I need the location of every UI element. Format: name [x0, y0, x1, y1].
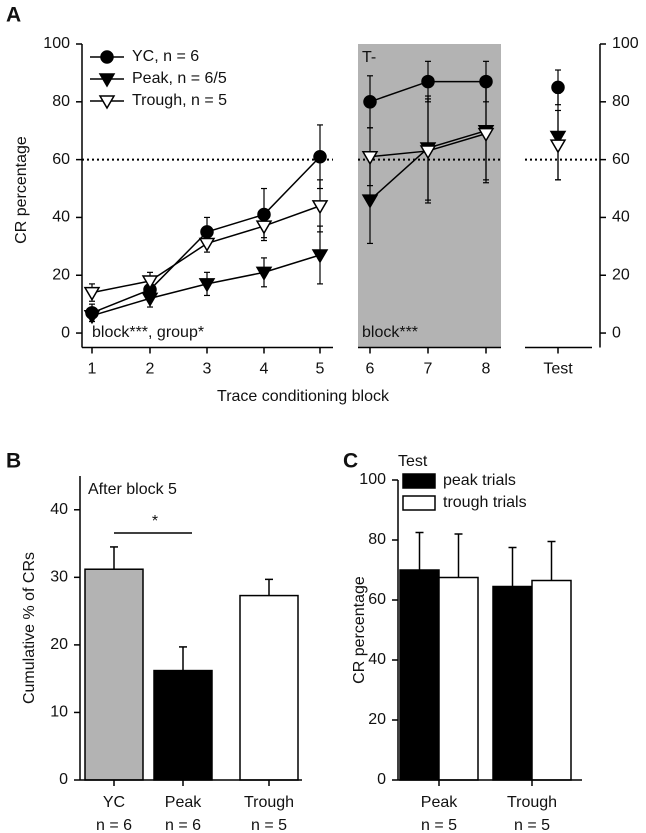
x-tick-label: 2 — [146, 361, 155, 378]
legend-marker — [98, 73, 116, 88]
y-tick-label: 0 — [61, 324, 70, 341]
data-point — [549, 139, 567, 154]
x-tick-label: 8 — [482, 361, 491, 378]
y-tick-label: 0 — [59, 771, 68, 788]
data-point — [419, 145, 437, 160]
panel-letter: B — [6, 450, 21, 473]
annotation: block*** — [362, 324, 418, 341]
data-point — [200, 225, 214, 239]
y-tick-label: 60 — [612, 151, 630, 168]
x-tick-label: 7 — [424, 361, 433, 378]
legend-label: peak trials — [443, 472, 516, 489]
legend-label: Peak, n = 6/5 — [132, 70, 227, 87]
data-point — [141, 275, 159, 290]
x-tick-label: 6 — [366, 361, 375, 378]
data-point — [255, 220, 273, 235]
y-tick-label: 40 — [612, 209, 630, 226]
y-tick-label: 100 — [612, 35, 639, 52]
data-point — [311, 200, 329, 215]
data-point — [198, 237, 216, 252]
bar — [531, 579, 572, 781]
data-point — [257, 207, 271, 222]
bar — [399, 569, 440, 781]
n-label: n = 5 — [251, 817, 287, 833]
x-axis-label: Trace conditioning block — [217, 388, 390, 405]
bar — [239, 594, 299, 781]
y-tick-label: 40 — [50, 501, 68, 518]
data-point — [313, 149, 327, 164]
bar — [84, 568, 144, 781]
x-tick-label: Trough — [244, 794, 294, 811]
panel-letter: A — [6, 4, 21, 27]
subtitle: After block 5 — [88, 481, 177, 498]
data-point — [551, 80, 565, 95]
y-tick-label: 0 — [377, 771, 386, 788]
legend-marker — [98, 95, 116, 110]
legend-label: trough trials — [443, 494, 527, 511]
y-tick-label: 20 — [52, 266, 70, 283]
y-tick-label: 40 — [52, 209, 70, 226]
data-point — [421, 74, 435, 89]
legend-label: Trough, n = 5 — [132, 92, 227, 109]
y-tick-label: 20 — [50, 636, 68, 653]
y-tick-label: 80 — [368, 531, 386, 548]
x-tick-label: Peak — [421, 794, 458, 811]
shade-label: T- — [362, 49, 376, 66]
significance-label: * — [152, 513, 158, 530]
x-tick-label: Peak — [165, 794, 202, 811]
n-label: n = 6 — [96, 817, 132, 833]
x-tick-label: 4 — [260, 361, 269, 378]
y-tick-label: 20 — [368, 711, 386, 728]
shaded-region — [358, 44, 501, 348]
x-tick-label: YC — [103, 794, 125, 811]
data-point — [477, 127, 495, 143]
data-point — [361, 150, 379, 166]
legend-swatch — [402, 495, 436, 511]
data-point — [549, 130, 567, 145]
y-tick-label: 0 — [612, 324, 621, 341]
y-axis-label: CR percentage — [351, 576, 368, 684]
data-point — [83, 286, 101, 302]
y-axis-label: CR percentage — [13, 136, 30, 244]
bar — [153, 669, 213, 781]
n-label: n = 6 — [165, 817, 201, 833]
n-label: n = 5 — [421, 817, 457, 833]
y-tick-label: 40 — [368, 651, 386, 668]
legend-marker — [100, 50, 114, 64]
data-point — [311, 249, 329, 264]
bar — [438, 576, 479, 781]
y-tick-label: 20 — [612, 266, 630, 283]
data-point — [83, 309, 101, 325]
legend-label: YC, n = 6 — [132, 48, 199, 65]
y-axis-label: Cumulative % of CRs — [21, 552, 38, 704]
x-tick-label: 3 — [203, 361, 212, 378]
data-point — [198, 278, 216, 293]
data-point — [479, 74, 493, 89]
y-tick-label: 80 — [612, 93, 630, 110]
y-tick-label: 30 — [50, 569, 68, 586]
x-tick-label: Trough — [507, 794, 557, 811]
n-label: n = 5 — [514, 817, 550, 833]
y-tick-label: 80 — [52, 93, 70, 110]
y-tick-label: 100 — [43, 35, 70, 52]
data-point — [361, 194, 379, 209]
bar — [492, 585, 533, 781]
data-point — [255, 266, 273, 281]
legend-swatch — [402, 473, 436, 489]
x-tick-label: 5 — [316, 361, 325, 378]
data-point — [141, 292, 159, 307]
y-tick-label: 60 — [52, 151, 70, 168]
y-tick-label: 10 — [50, 704, 68, 721]
y-tick-label: 60 — [368, 591, 386, 608]
data-point — [363, 95, 377, 109]
x-tick-label: Test — [543, 361, 573, 378]
x-tick-label: 1 — [88, 361, 97, 378]
y-tick-label: 100 — [359, 471, 386, 488]
annotation: block***, group* — [92, 324, 204, 341]
panel-letter: C — [343, 450, 358, 473]
chart-title: Test — [398, 453, 428, 470]
